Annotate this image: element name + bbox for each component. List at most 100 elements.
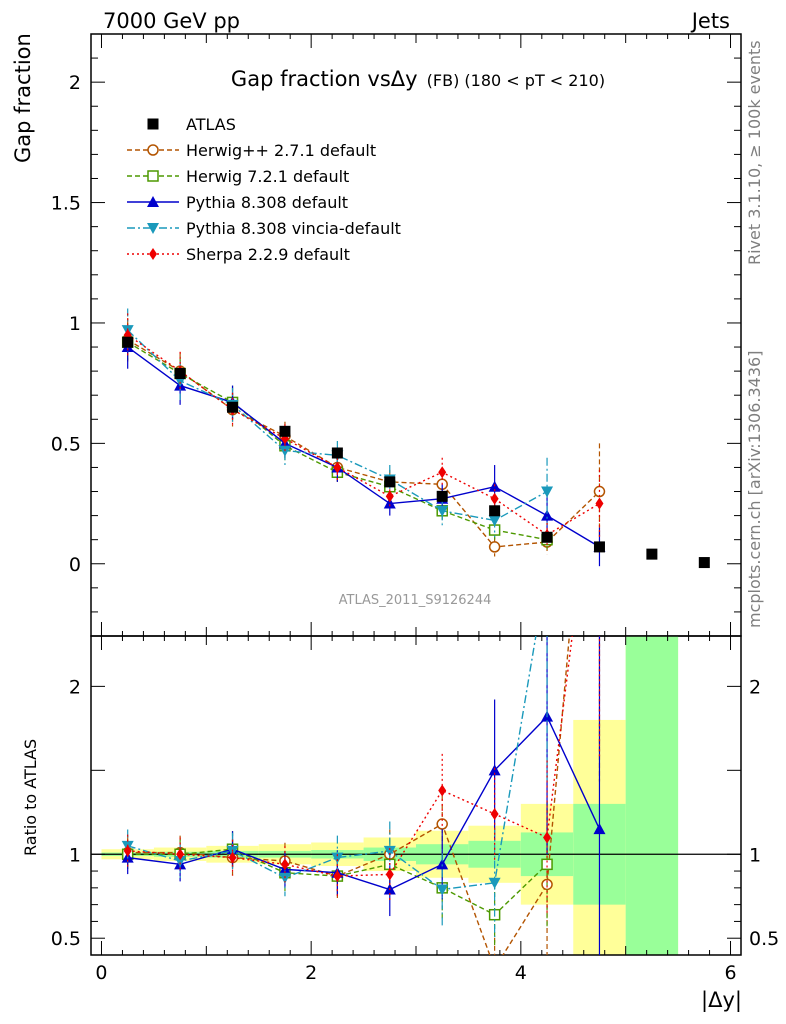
ratio-point xyxy=(593,823,606,835)
chart-title-main: Gap fraction vsΔy xyxy=(231,67,418,91)
ratio-point xyxy=(383,845,396,857)
ratio-point xyxy=(331,852,344,864)
legend-entry: Herwig++ 2.7.1 default xyxy=(127,141,376,160)
legend-entry: Sherpa 2.2.9 default xyxy=(127,245,350,264)
legend-marker xyxy=(147,223,159,234)
main-series-group xyxy=(121,308,710,569)
y-tick-label: 0 xyxy=(69,554,81,576)
chart-title-sub: (FB) (180 < pT < 210) xyxy=(427,71,605,90)
ratio-y-tick-label-right: 0.5 xyxy=(749,928,779,950)
ratio-y-tick-label-right: 1 xyxy=(749,844,761,866)
series-atlas xyxy=(122,336,710,569)
ratio-y-tick-label: 2 xyxy=(69,676,81,698)
data-point xyxy=(698,557,710,569)
ratio-point xyxy=(594,295,604,305)
chart-title: Gap fraction vsΔy (FB) (180 < pT < 210) xyxy=(231,67,605,91)
legend-entry: Herwig 7.2.1 default xyxy=(127,167,349,186)
ratio-ylabel: Ratio to ATLAS xyxy=(21,739,40,856)
ratio-point xyxy=(280,858,289,871)
ratio-point xyxy=(490,963,500,973)
analysis-watermark: ATLAS_2011_S9126244 xyxy=(339,593,492,608)
ratio-point xyxy=(488,877,501,889)
ratio-point xyxy=(176,848,185,861)
rivet-label: Rivet 3.1.10, ≥ 100k events xyxy=(745,40,764,265)
ratio-point xyxy=(228,851,237,864)
ratio-series-pythia-8-308-default xyxy=(121,636,606,955)
series-line xyxy=(127,334,600,536)
ratio-point xyxy=(123,844,132,857)
data-point xyxy=(333,461,342,474)
ratio-series-sherpa-2-2-9-default xyxy=(123,412,603,915)
ratio-point xyxy=(436,858,449,870)
mcplots-label: mcplots.cern.ch [arXiv:1306.3436] xyxy=(745,351,764,628)
series-line xyxy=(127,329,548,522)
series-line xyxy=(127,341,548,541)
legend-entry: ATLAS xyxy=(147,115,236,134)
legend-marker xyxy=(147,196,159,207)
data-point xyxy=(490,492,499,505)
ratio-point xyxy=(595,412,603,424)
series-sherpa-2-2-9-default xyxy=(123,313,604,547)
ratio-point xyxy=(385,868,394,881)
ratio-point xyxy=(278,872,291,884)
legend-marker xyxy=(147,170,159,182)
y-tick-label: 0.5 xyxy=(51,433,81,455)
legend-entry: Pythia 8.308 default xyxy=(127,193,348,212)
ratio-series-group xyxy=(121,295,606,973)
data-point xyxy=(122,336,134,348)
ratio-series-line xyxy=(127,636,571,955)
series-pythia-8-308-vincia-default xyxy=(121,308,554,538)
data-point xyxy=(593,541,605,553)
data-point xyxy=(541,509,554,521)
legend-marker xyxy=(147,118,159,130)
ratio-point xyxy=(174,855,187,867)
data-point xyxy=(488,515,501,527)
legend-entry: Pythia 8.308 vincia-default xyxy=(127,219,401,238)
data-point xyxy=(227,401,239,413)
x-tick-label: 2 xyxy=(305,962,317,984)
ratio-point xyxy=(490,807,499,820)
legend-label: Herwig 7.2.1 default xyxy=(186,167,349,186)
data-point xyxy=(488,541,501,553)
data-point xyxy=(436,505,449,517)
ratio-point xyxy=(543,831,552,844)
series-herwig-2-7-1-default xyxy=(121,318,606,557)
x-axis-label: |Δy| xyxy=(701,988,742,1013)
data-point xyxy=(541,531,553,543)
header-right: Jets xyxy=(690,9,730,33)
main-ylabel: Gap fraction xyxy=(11,33,35,163)
x-tick-label: 4 xyxy=(515,962,527,984)
series-line xyxy=(127,346,600,548)
ratio-y-tick-label: 0.5 xyxy=(51,928,81,950)
x-tick-label: 6 xyxy=(724,962,736,984)
ratio-point xyxy=(541,858,553,871)
data-point xyxy=(331,447,343,459)
ratio-point xyxy=(436,884,449,896)
y-tick-label: 2 xyxy=(69,72,81,94)
stat-uncertainty-band xyxy=(625,636,679,955)
ratio-panel: 0 2 4 6 0.5 0.5 1 1 2 2 xyxy=(51,295,779,984)
data-point xyxy=(385,490,394,503)
data-point xyxy=(438,466,447,479)
legend-label: ATLAS xyxy=(186,115,236,134)
ratio-y-tick-label-right: 2 xyxy=(749,676,761,698)
legend-marker xyxy=(147,144,159,156)
data-point xyxy=(436,490,448,502)
series-pythia-8-308-default xyxy=(121,325,606,567)
series-line xyxy=(127,339,600,548)
data-point xyxy=(383,497,396,509)
ratio-point xyxy=(541,564,553,575)
y-tick-label: 1 xyxy=(69,313,81,335)
ratio-point xyxy=(333,870,342,883)
main-panel: 0 0.5 1 1.5 2 xyxy=(51,33,742,637)
ratio-point xyxy=(438,784,447,797)
legend-marker xyxy=(149,248,157,260)
data-point xyxy=(279,425,291,437)
header-left: 7000 GeV pp xyxy=(103,9,240,33)
legend-label: Pythia 8.308 default xyxy=(186,193,348,212)
ratio-series-line xyxy=(127,715,601,891)
legend-label: Sherpa 2.2.9 default xyxy=(186,245,350,264)
data-point xyxy=(541,486,554,498)
x-tick-label: 0 xyxy=(95,962,107,984)
